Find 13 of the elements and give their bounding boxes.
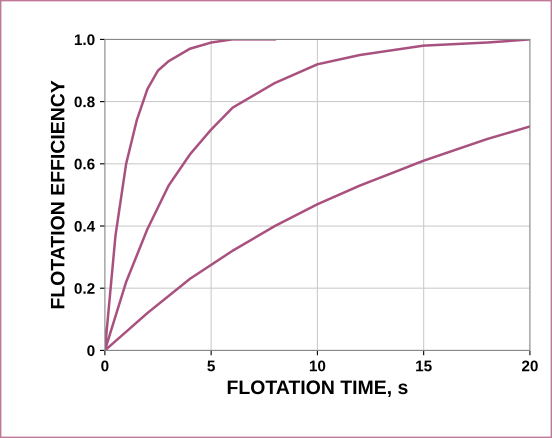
y-tick-label: 0.8 — [74, 96, 95, 108]
x-tick-label: 20 — [522, 360, 538, 372]
x-axis-title: FLOTATION TIME, s — [228, 380, 408, 398]
y-axis-title: FLOTATION EFFICIENCY — [50, 80, 65, 308]
x-tick-label: 15 — [416, 360, 432, 372]
x-tick-label: 10 — [310, 360, 326, 372]
y-tick-label: 0.2 — [74, 283, 95, 294]
y-tick-label: 0.6 — [74, 158, 95, 170]
x-tick-label: 0 — [101, 360, 109, 372]
y-tick-label: 0 — [87, 345, 95, 356]
y-tick-label: 0.4 — [74, 220, 96, 232]
y-tick-label: 1.0 — [74, 34, 95, 46]
x-tick-label: 5 — [207, 360, 215, 372]
